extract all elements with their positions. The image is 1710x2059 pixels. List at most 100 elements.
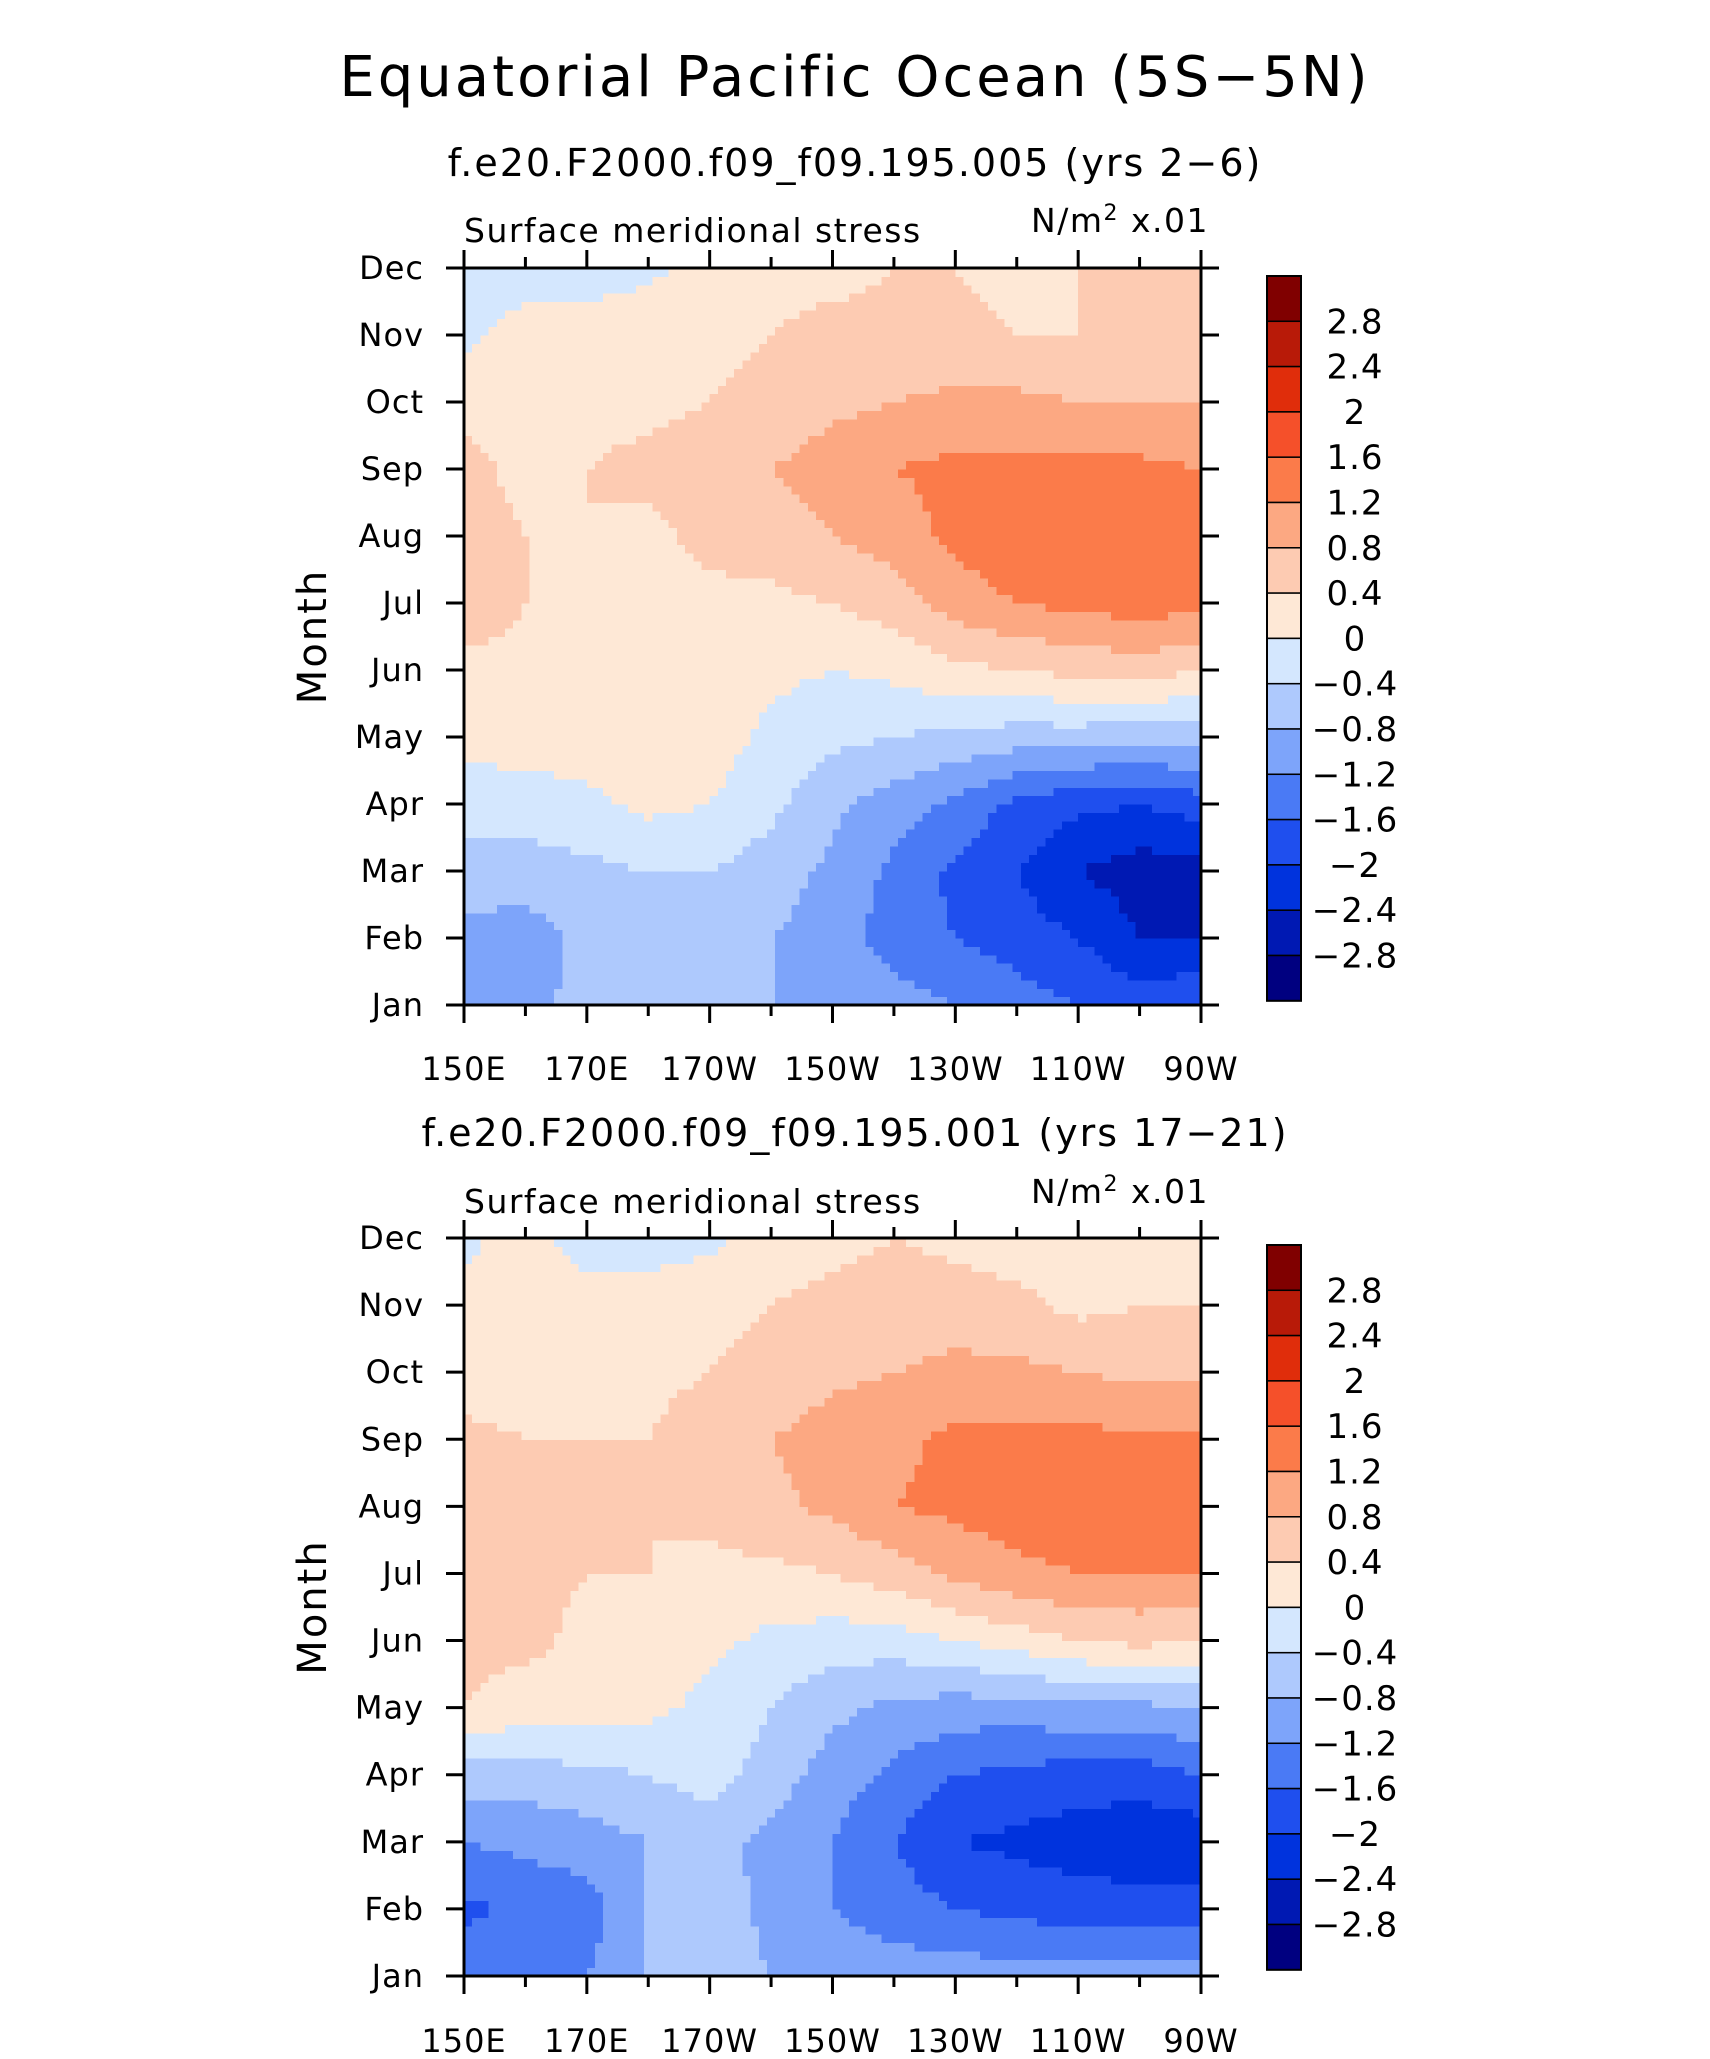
heatmap-cell — [611, 670, 621, 679]
heatmap-cell — [1029, 971, 1038, 981]
heatmap-cell — [627, 988, 637, 998]
heatmap-cell — [938, 695, 948, 705]
heatmap-cell — [1094, 737, 1104, 746]
heatmap-cell — [693, 561, 703, 571]
heatmap-cell — [1143, 904, 1153, 914]
heatmap-cell — [685, 770, 694, 780]
heatmap-cell — [914, 544, 924, 554]
heatmap-cell — [938, 661, 948, 671]
heatmap-cell — [799, 862, 809, 872]
heatmap-cell — [947, 770, 956, 780]
heatmap-cell — [1037, 653, 1047, 663]
heatmap-cell — [709, 661, 719, 671]
heatmap-cell — [464, 536, 473, 545]
heatmap-cell — [824, 636, 834, 646]
heatmap-cell — [472, 636, 481, 646]
heatmap-cell — [709, 979, 719, 989]
heatmap-cell — [1094, 745, 1104, 755]
heatmap-cell — [1061, 971, 1071, 981]
heatmap-cell — [791, 837, 801, 847]
heatmap-cell — [840, 594, 850, 604]
heatmap-cell — [521, 728, 531, 738]
heatmap-cell — [930, 854, 940, 864]
heatmap-cell — [922, 896, 932, 906]
heatmap-cell — [570, 628, 580, 638]
heatmap-cell — [734, 544, 744, 554]
heatmap-cell — [914, 921, 924, 931]
heatmap-cell — [898, 653, 907, 663]
heatmap-cell — [898, 728, 907, 738]
heatmap-cell — [586, 603, 596, 612]
heatmap-cell — [1012, 921, 1022, 931]
heatmap-cell — [562, 536, 572, 545]
heatmap-cell — [521, 636, 531, 646]
heatmap-cell — [1053, 904, 1063, 914]
heatmap-cell — [816, 988, 825, 998]
heatmap-cell — [766, 904, 776, 914]
heatmap-cell — [701, 946, 711, 956]
heatmap-cell — [1110, 611, 1120, 621]
heatmap-cell — [963, 896, 973, 906]
heatmap-cell — [758, 753, 768, 763]
heatmap-cell — [1143, 929, 1153, 939]
heatmap-cell — [750, 628, 760, 638]
heatmap-cell — [979, 854, 989, 864]
heatmap-cell — [734, 921, 744, 931]
heatmap-cell — [848, 921, 858, 931]
heatmap-cell — [996, 829, 1006, 839]
heatmap-cell — [979, 845, 989, 855]
heatmap-cell — [717, 820, 727, 830]
heatmap-cell — [988, 728, 997, 738]
heatmap-cell — [988, 879, 997, 889]
heatmap-cell — [1069, 963, 1079, 973]
heatmap-cell — [570, 611, 580, 621]
heatmap-cell — [840, 678, 850, 688]
heatmap-cell — [1045, 569, 1055, 579]
heatmap-cell — [750, 552, 760, 562]
heatmap-cell — [554, 561, 563, 571]
heatmap-cell — [668, 963, 678, 973]
heatmap-cell — [1061, 778, 1071, 788]
heatmap-cell — [545, 971, 555, 981]
heatmap-cell — [496, 946, 506, 956]
heatmap-cell — [1110, 762, 1120, 772]
heatmap-cell — [947, 804, 956, 813]
heatmap-cell — [824, 904, 834, 914]
heatmap-cell — [1192, 971, 1202, 981]
heatmap-cell — [570, 619, 580, 629]
heatmap-cell — [1004, 711, 1014, 721]
heatmap-cell — [865, 594, 875, 604]
heatmap-cell — [1143, 703, 1153, 713]
heatmap-cell — [726, 929, 735, 939]
heatmap-cell — [1119, 753, 1128, 763]
heatmap-cell — [1102, 820, 1112, 830]
heatmap-cell — [947, 954, 956, 964]
heatmap-cell — [1037, 720, 1047, 730]
heatmap-cell — [832, 711, 842, 721]
heatmap-cell — [595, 686, 604, 696]
heatmap-cell — [1012, 678, 1022, 688]
heatmap-cell — [586, 695, 596, 705]
heatmap-cell — [1110, 636, 1120, 646]
heatmap-cell — [865, 812, 875, 822]
heatmap-cell — [578, 586, 588, 596]
heatmap-cell — [938, 569, 948, 579]
heatmap-cell — [963, 988, 973, 998]
heatmap-cell — [1127, 737, 1137, 746]
heatmap-cell — [562, 636, 572, 646]
heatmap-cell — [562, 845, 572, 855]
heatmap-cell — [595, 770, 604, 780]
heatmap-cell — [1127, 753, 1137, 763]
heatmap-cell — [750, 653, 760, 663]
heatmap-cell — [480, 737, 490, 746]
heatmap-cell — [1135, 979, 1145, 989]
heatmap-cell — [1127, 904, 1137, 914]
heatmap-cell — [1094, 912, 1104, 922]
heatmap-cell — [717, 829, 727, 839]
heatmap-cell — [488, 829, 498, 839]
heatmap-cell — [685, 753, 694, 763]
heatmap-cell — [726, 854, 735, 864]
heatmap-cell — [619, 979, 629, 989]
heatmap-cell — [865, 586, 875, 596]
heatmap-cell — [545, 737, 555, 746]
